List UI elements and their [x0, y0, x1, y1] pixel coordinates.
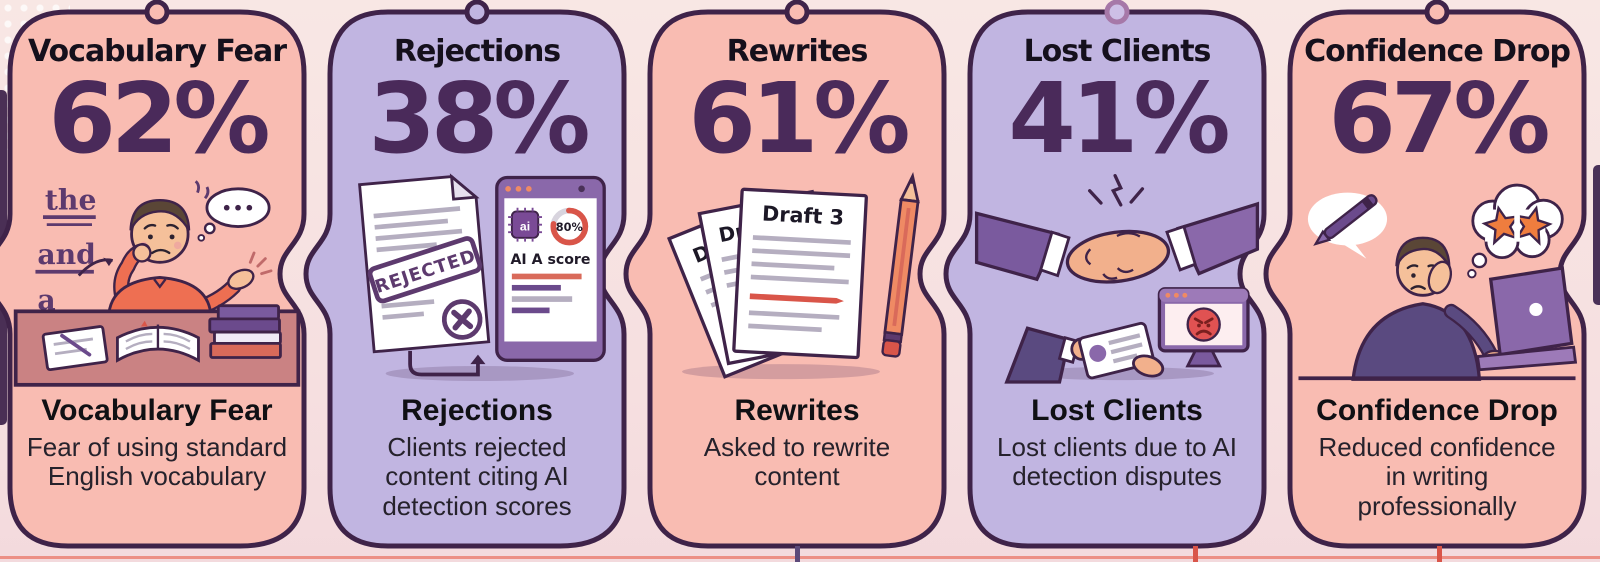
lost-clients-illustration	[974, 174, 1260, 384]
confidence-drop-illustration	[1298, 183, 1578, 381]
pen-speech-bubble-icon	[1307, 192, 1388, 259]
ai-score-tablet-icon: ai 80% AI A score	[495, 175, 606, 363]
stat-value: 67%	[1328, 62, 1550, 175]
books-stack-icon	[208, 304, 282, 359]
stat-subtitle: Rejections	[401, 394, 553, 428]
connector-pin-icon	[1104, 0, 1130, 25]
stat-subtitle: Rewrites	[734, 394, 860, 428]
svg-text:a: a	[37, 282, 55, 316]
stat-description: Asked to rewrite content	[703, 432, 891, 492]
card-confidence-drop: Confidence Drop 67%	[1263, 0, 1588, 550]
stat-value: 38%	[368, 62, 590, 175]
card-rewrites: Rewrites 61% Dr Draf	[623, 0, 948, 550]
id-card-handoff-icon	[1004, 321, 1165, 384]
stat-description: Reduced confidence in writing profession…	[1318, 432, 1556, 521]
card-vocabulary-fear: Vocabulary Fear 62% the and a	[0, 0, 308, 550]
pencil-icon	[881, 172, 920, 358]
open-book-icon	[116, 320, 200, 363]
card-title: Rejections	[393, 34, 561, 69]
flow-arrow-icon	[408, 350, 486, 377]
connector-pin-icon	[144, 0, 170, 25]
handshake-icon	[974, 201, 1260, 284]
card-title: Vocabulary Fear	[27, 34, 287, 69]
connector-stub	[795, 546, 800, 562]
right-edge-card-sliver	[1593, 165, 1600, 305]
rejection-illustration: REJECTED ai	[358, 173, 606, 382]
svg-text:ai: ai	[520, 219, 530, 233]
draft-3-paper: Draft 3	[732, 187, 868, 360]
svg-text:AI A score: AI A score	[511, 252, 591, 268]
stat-subtitle: Vocabulary Fear	[41, 394, 273, 428]
card-rejections: Rejections 38% REJECTED	[303, 0, 628, 550]
stat-description: Clients rejected content citing AI detec…	[382, 432, 572, 521]
desk-icon	[13, 304, 301, 387]
notepad-icon	[41, 325, 109, 372]
connector-stub	[1193, 546, 1198, 562]
ellipsis-speech-bubble-icon	[194, 180, 271, 242]
stat-description: Fear of using standard English vocabular…	[26, 432, 288, 492]
broken-star-icon	[1481, 205, 1553, 246]
connector-pin-icon	[784, 0, 810, 25]
stat-subtitle: Lost Clients	[1031, 394, 1203, 428]
rejected-document-icon: REJECTED	[358, 173, 491, 354]
svg-text:80%: 80%	[556, 221, 583, 234]
card-title: Lost Clients	[1023, 34, 1212, 69]
score-gauge-icon: 80%	[550, 207, 589, 246]
pen-icon	[1313, 194, 1378, 246]
ai-chip-icon: ai	[508, 207, 543, 242]
worried-writer-illustration: the and a	[13, 180, 301, 387]
stat-subtitle: Confidence Drop	[1316, 394, 1558, 428]
next-section-divider	[0, 556, 1600, 559]
svg-text:and: and	[37, 237, 96, 271]
svg-text:Draft 3: Draft 3	[762, 202, 845, 230]
draft-papers-icon: Dr Draf Draft 3	[666, 187, 868, 379]
connector-pin-icon	[464, 0, 490, 25]
common-words-icon: the and a	[33, 183, 114, 318]
laptop-icon	[1475, 266, 1578, 372]
worried-man-icon	[107, 199, 273, 320]
angry-face-icon	[1186, 307, 1221, 342]
card-title: Rewrites	[726, 34, 869, 69]
stat-description: Lost clients due to AI detection dispute…	[997, 432, 1237, 492]
connector-stub	[1437, 546, 1442, 562]
facepalm-man-icon	[1351, 236, 1507, 381]
broken-star-thought-cloud-icon	[1467, 183, 1564, 279]
draft-papers-illustration: Dr Draf Draft 3	[666, 172, 920, 380]
card-lost-clients: Lost Clients 41%	[943, 0, 1268, 550]
svg-text:the: the	[45, 183, 97, 217]
card-title: Confidence Drop	[1304, 34, 1571, 69]
stat-value: 61%	[688, 62, 910, 175]
stat-value: 62%	[48, 62, 270, 175]
conflict-sparks-icon	[1088, 174, 1145, 207]
connector-pin-icon	[1424, 0, 1450, 25]
angry-monitor-icon	[1157, 287, 1250, 368]
stat-value: 41%	[1008, 62, 1230, 175]
